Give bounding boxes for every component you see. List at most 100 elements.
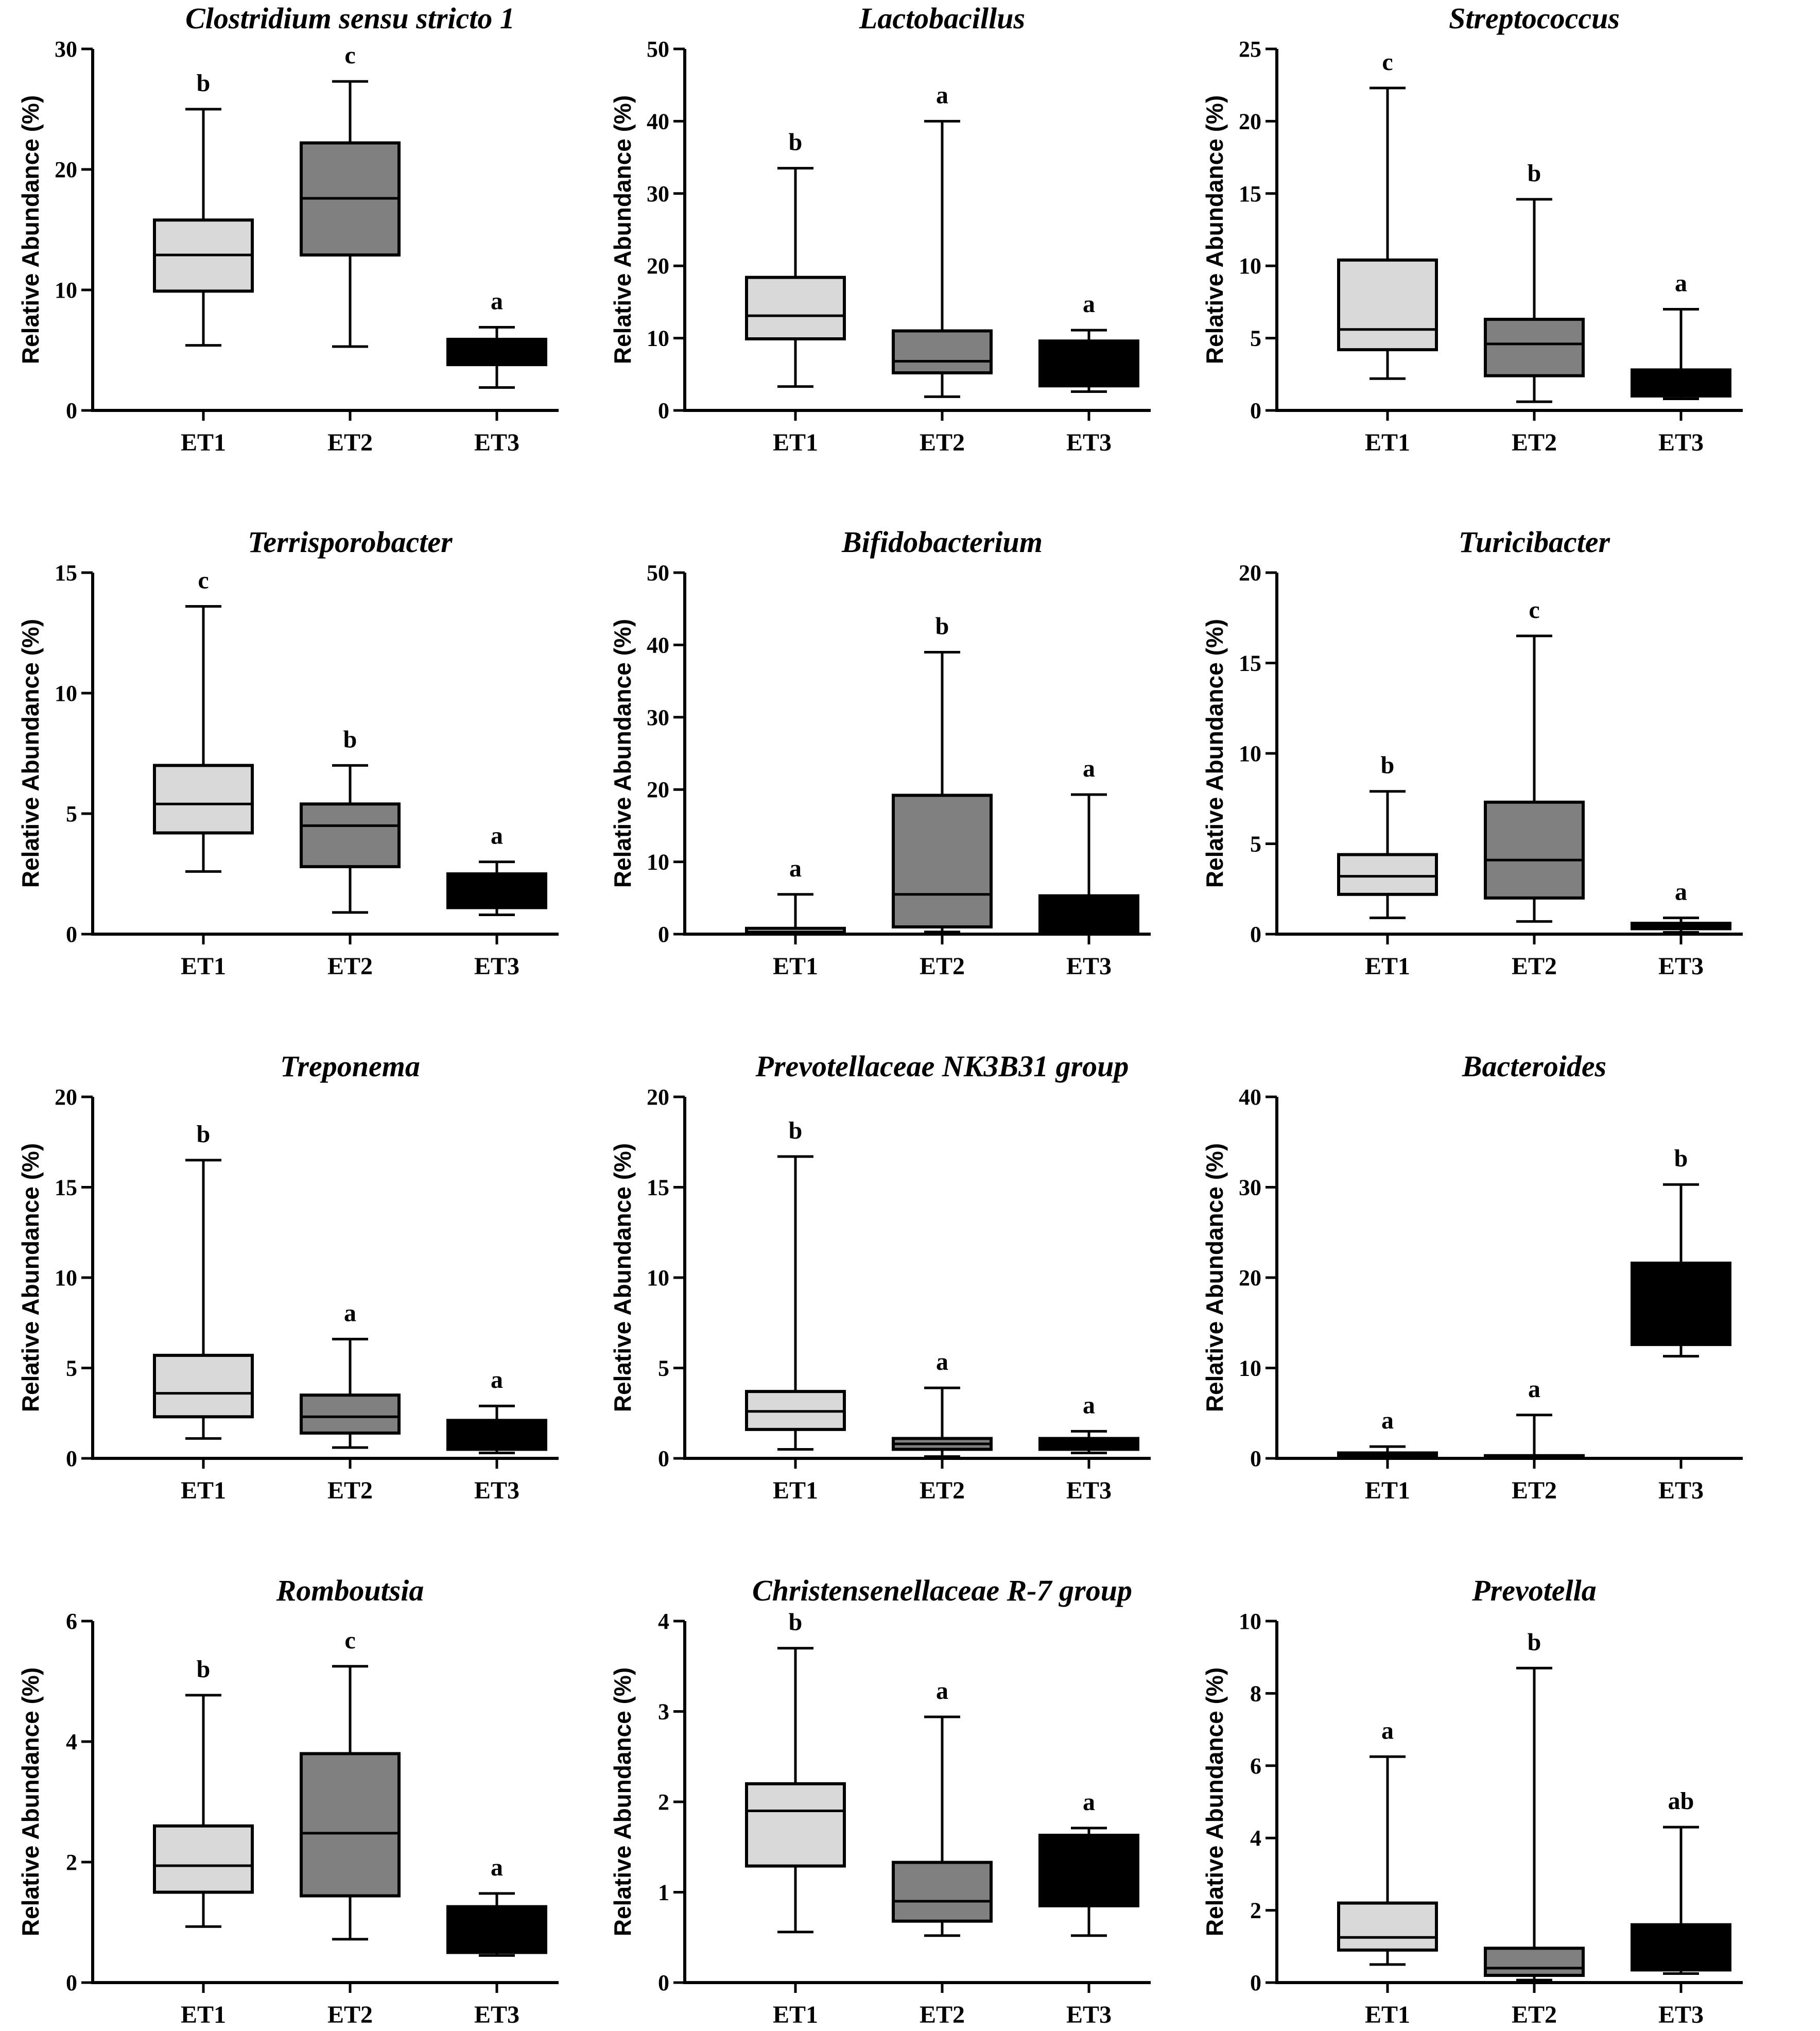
box-et3: a: [1038, 290, 1139, 393]
box-et1: b: [1337, 752, 1438, 919]
chart-title: Bifidobacterium: [841, 525, 1043, 559]
significance-letter: b: [1381, 752, 1395, 779]
y-tick-label: 4: [1250, 1826, 1261, 1851]
box-et2: a: [892, 1677, 993, 1937]
y-tick-label: 25: [1239, 37, 1261, 62]
chart-title: Bacteroides: [1462, 1049, 1606, 1083]
chart-panel-4: Terrisporobacter Relative Abundance (%) 0 5…: [17, 525, 559, 980]
x-tick-label: ET2: [327, 429, 373, 456]
x-tick-label: ET2: [920, 429, 965, 456]
y-tick-label: 15: [55, 560, 77, 586]
x-tick-label: ET1: [181, 429, 226, 456]
x-tick-label: ET3: [474, 2001, 519, 2028]
chart-panel-8: Prevotellaceae NK3B31 group Relative Abun…: [609, 1049, 1151, 1504]
y-axis-label: Relative Abundance (%): [17, 619, 44, 888]
box-et3: a: [1038, 1788, 1139, 1937]
y-axis-label: Relative Abundance (%): [609, 619, 636, 888]
significance-letter: a: [491, 1366, 503, 1393]
significance-letter: a: [1675, 269, 1687, 297]
significance-letter: a: [936, 1677, 948, 1705]
y-tick-label: 10: [647, 850, 669, 875]
y-tick-label: 0: [1250, 398, 1261, 423]
y-tick-label: 2: [66, 1850, 77, 1875]
box-et2: c: [1484, 596, 1585, 923]
y-tick-label: 10: [55, 278, 77, 303]
y-tick-label: 0: [1250, 1446, 1261, 1471]
chart-title: Prevotellaceae NK3B31 group: [755, 1049, 1129, 1083]
y-tick-label: 20: [647, 1085, 669, 1110]
significance-letter: a: [344, 1299, 356, 1327]
significance-letter: a: [1083, 290, 1095, 318]
y-axis-label: Relative Abundance (%): [1201, 1143, 1228, 1412]
x-tick-label: ET2: [1512, 1477, 1557, 1504]
significance-letter: a: [936, 81, 948, 109]
box-et3: b: [1631, 1145, 1731, 1358]
box-et1: b: [153, 70, 254, 347]
y-tick-label: 20: [647, 253, 669, 279]
y-tick-label: 5: [1250, 832, 1261, 857]
y-tick-label: 6: [1250, 1753, 1261, 1779]
y-tick-label: 0: [1250, 1970, 1261, 1995]
box-et2: b: [300, 726, 401, 914]
box-et1: a: [1337, 1717, 1438, 1966]
x-tick-label: ET2: [1512, 953, 1557, 980]
significance-letter: b: [935, 612, 949, 640]
y-tick-label: 30: [55, 37, 77, 62]
chart-title: Treponema: [280, 1049, 420, 1083]
iqr-box: [1484, 318, 1585, 377]
chart-panel-10: Romboutsia Relative Abundance (%) 0 2 4 6 ET1 b…: [17, 1574, 559, 2028]
y-tick-label: 20: [1239, 560, 1261, 586]
y-tick-label: 0: [658, 398, 669, 423]
chart-title: Prevotella: [1471, 1574, 1597, 1607]
box-et3: ab: [1631, 1787, 1731, 1975]
significance-letter: c: [344, 42, 355, 69]
box-et3: a: [1038, 755, 1139, 936]
y-axis-label: Relative Abundance (%): [17, 1143, 44, 1412]
y-tick-label: 20: [1239, 1265, 1261, 1290]
x-tick-label: ET1: [1365, 953, 1410, 980]
y-axis-label: Relative Abundance (%): [609, 95, 636, 364]
significance-letter: b: [1528, 1628, 1541, 1656]
iqr-box: [153, 764, 254, 835]
significance-letter: a: [936, 1348, 948, 1375]
box-et1: c: [1337, 48, 1438, 380]
iqr-box: [300, 1393, 401, 1435]
x-tick-label: ET1: [773, 953, 818, 980]
box-et3: a: [446, 1366, 547, 1454]
iqr-box: [446, 337, 547, 367]
significance-letter: a: [491, 1854, 503, 1881]
box-et3: a: [446, 1854, 547, 1957]
box-et1: b: [745, 1117, 846, 1451]
y-tick-label: 5: [66, 1356, 77, 1381]
y-tick-label: 0: [66, 922, 77, 947]
box-et1: b: [153, 1121, 254, 1440]
x-tick-label: ET3: [1658, 1477, 1704, 1504]
iqr-box: [446, 1419, 547, 1451]
box-et1: b: [153, 1656, 254, 1928]
iqr-box: [1337, 853, 1438, 896]
iqr-box: [1484, 1947, 1585, 1977]
significance-letter: a: [1381, 1407, 1394, 1434]
box-et2: a: [1484, 1375, 1585, 1460]
significance-letter: b: [197, 1121, 211, 1148]
chart-panel-7: Treponema Relative Abundance (%) 0 5 10 15 20 E…: [17, 1049, 559, 1504]
x-tick-label: ET3: [1658, 953, 1704, 980]
significance-letter: b: [789, 1609, 803, 1636]
box-et3: a: [446, 822, 547, 917]
iqr-box: [892, 1861, 993, 1923]
box-et3: a: [1631, 878, 1731, 934]
x-tick-label: ET3: [474, 1477, 519, 1504]
x-tick-label: ET3: [1066, 429, 1112, 456]
chart-title: Romboutsia: [276, 1574, 424, 1607]
y-axis-label: Relative Abundance (%): [609, 1667, 636, 1936]
significance-letter: c: [344, 1627, 355, 1654]
y-tick-label: 0: [66, 398, 77, 423]
iqr-box: [153, 1824, 254, 1894]
x-tick-label: ET2: [327, 2001, 373, 2028]
y-tick-label: 8: [1250, 1681, 1261, 1706]
y-tick-label: 10: [647, 1265, 669, 1290]
chart-title: Lactobacillus: [859, 2, 1025, 35]
y-tick-label: 30: [647, 181, 669, 206]
chart-panel-6: Turicibacter Relative Abundance (%) 0 5 10 15…: [1201, 525, 1743, 980]
x-tick-label: ET2: [920, 2001, 965, 2028]
